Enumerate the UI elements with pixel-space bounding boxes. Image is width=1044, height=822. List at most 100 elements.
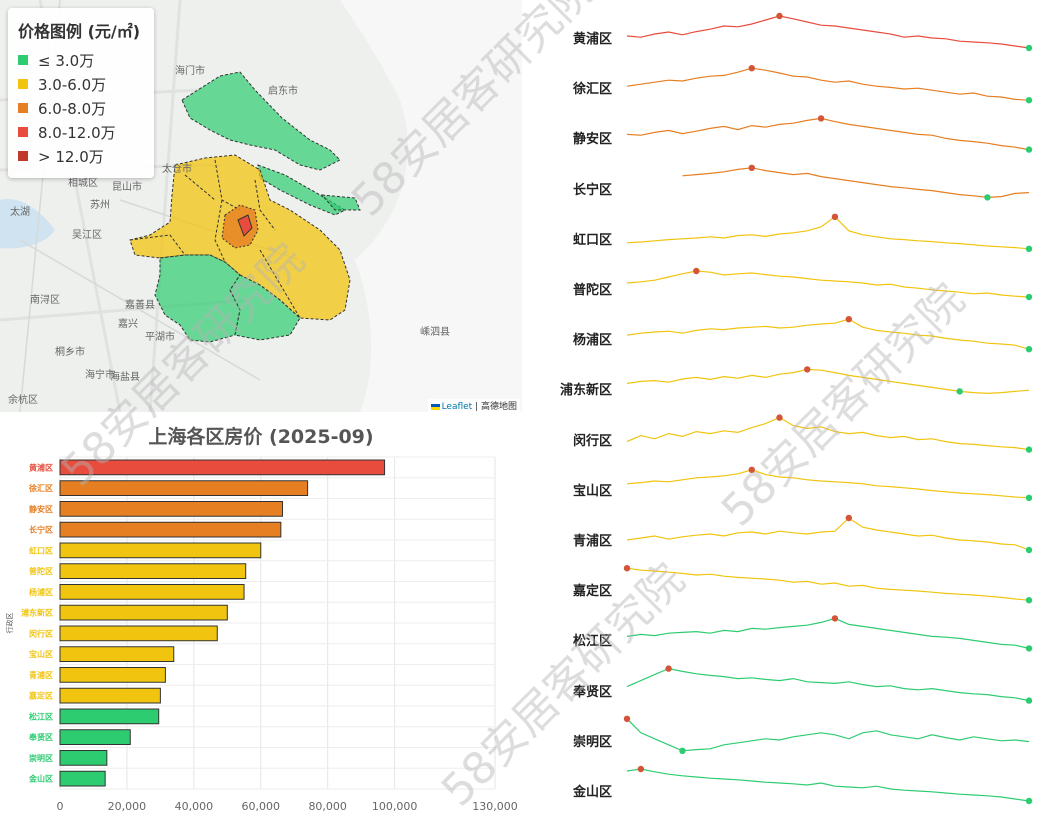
place-label: 嵊泗县	[420, 325, 450, 338]
bar[interactable]	[59, 563, 247, 579]
sparkline-label: 松江区	[572, 634, 612, 650]
leaflet-link[interactable]: Leaflet	[441, 402, 473, 412]
y-tick-label: 金山区	[28, 774, 53, 784]
district-chongming[interactable]	[181, 71, 341, 171]
x-tick-label: 40,000	[175, 800, 214, 813]
bar[interactable]	[59, 625, 218, 642]
district-changxing-island[interactable]	[257, 164, 347, 216]
sparkline-max-marker	[748, 65, 755, 72]
sparkline-max-marker	[665, 665, 672, 672]
sparkline-max-marker	[817, 115, 825, 122]
place-label: 太仓市	[162, 162, 192, 175]
legend-swatch	[18, 55, 28, 65]
bar[interactable]	[59, 667, 166, 683]
y-tick-label: 闵行区	[29, 628, 53, 638]
bar[interactable]	[59, 646, 175, 662]
place-label: 海门市	[175, 64, 205, 77]
sparkline-min-marker	[1025, 293, 1033, 301]
sparkline	[626, 216, 1030, 250]
x-tick-label: 80,000	[308, 800, 347, 813]
sparkline-max-marker	[845, 514, 852, 522]
map-place-labels: 海门市 启东市 太仓市 昆山市 苏州 相城区 吴江区 太湖 南浔区 嘉善县 嘉兴…	[8, 64, 450, 406]
legend-title: 价格图例 (元/㎡)	[18, 22, 141, 41]
x-tick-label: 100,000	[372, 800, 418, 813]
sparkline-label: 崇明区	[572, 734, 612, 750]
map-attribution: Leaflet | 高德地图	[427, 399, 520, 412]
sparkline-min-marker	[1025, 645, 1033, 652]
place-label: 太湖	[10, 205, 30, 218]
x-tick-label: 0	[57, 800, 64, 813]
place-label: 吴江区	[72, 229, 102, 241]
sparkline-max-marker	[831, 213, 839, 220]
y-tick-label: 浦东新区	[21, 608, 53, 618]
place-label: 海盐县	[110, 370, 140, 383]
bar[interactable]	[59, 687, 161, 704]
sparkline	[626, 469, 1030, 499]
bar[interactable]	[59, 604, 228, 621]
y-tick-label: 奉贤区	[28, 732, 53, 742]
sparkline	[626, 567, 1030, 601]
legend-item: ≤ 3.0万	[18, 48, 144, 72]
sparkline-label: 青浦区	[572, 534, 612, 549]
sparkline	[626, 667, 1030, 702]
legend-swatch	[18, 127, 28, 137]
y-tick-label: 崇明区	[29, 753, 53, 763]
y-tick-label: 普陀区	[29, 566, 53, 576]
bar[interactable]	[59, 708, 160, 725]
sparkline	[626, 368, 1030, 395]
sparkline-max-marker	[693, 267, 700, 275]
bar[interactable]	[59, 584, 245, 600]
place-label: 海宁市	[85, 368, 115, 381]
legend-item: > 12.0万	[18, 144, 144, 168]
legend-swatch	[18, 103, 28, 113]
place-label: 余杭区	[8, 393, 38, 406]
price-legend: 价格图例 (元/㎡) ≤ 3.0万 3.0-6.0万 6.0-8.0万 8.0-12.…	[8, 8, 154, 178]
sparkline-label: 静安区	[572, 132, 612, 148]
bar[interactable]	[59, 750, 108, 766]
attribution-source: 高德地图	[480, 402, 517, 412]
y-tick-label: 杨浦区	[29, 587, 53, 597]
bar[interactable]	[59, 521, 282, 538]
bar[interactable]	[59, 501, 284, 517]
district-huangpu[interactable]	[237, 214, 253, 237]
district-southeast-green[interactable]	[229, 274, 301, 341]
sparkline-min-marker	[1025, 97, 1033, 104]
sparkline-label: 宝山区	[572, 483, 612, 499]
sparkline-min-marker	[1025, 494, 1033, 501]
district-hengsha-island[interactable]	[320, 194, 361, 211]
sparkline-min-marker	[1025, 797, 1033, 805]
sparkline	[626, 517, 1030, 551]
sparkline	[626, 318, 1030, 350]
sparkline-min-marker	[1025, 597, 1033, 604]
sparkline	[626, 117, 1030, 151]
sparkline	[626, 617, 1030, 649]
place-label: 启东市	[268, 84, 298, 97]
legend-swatch	[18, 79, 28, 89]
sparkline	[626, 15, 1030, 49]
x-tick-label: 60,000	[242, 800, 281, 813]
bar-chart-title: 上海各区房价 (2025-09)	[148, 425, 373, 448]
place-label: 相城区	[68, 176, 98, 189]
bar[interactable]	[59, 542, 262, 559]
sparkline-max-marker	[623, 565, 631, 572]
sparkline-label: 闵行区	[572, 433, 612, 449]
sparkline-min-marker	[984, 194, 991, 201]
legend-item: 8.0-12.0万	[18, 120, 144, 144]
sparkline-min-marker	[1025, 346, 1033, 353]
sparkline-min-marker	[1025, 697, 1033, 704]
sparkline-label: 虹口区	[572, 232, 612, 248]
sparkline-label: 嘉定区	[572, 584, 612, 600]
sparkline-max-marker	[623, 715, 631, 722]
bar[interactable]	[59, 770, 106, 787]
map-canvas[interactable]: 海门市 启东市 太仓市 昆山市 苏州 相城区 吴江区 太湖 南浔区 嘉善县 嘉兴…	[0, 0, 522, 412]
bar[interactable]	[59, 480, 309, 496]
sparkline-label: 黄浦区	[572, 32, 612, 47]
sparkline	[626, 768, 1030, 802]
district-price-map[interactable]: 海门市 启东市 太仓市 昆山市 苏州 相城区 吴江区 太湖 南浔区 嘉善县 嘉兴…	[0, 0, 522, 412]
x-tick-label: 20,000	[108, 800, 147, 813]
sea-area	[340, 0, 522, 412]
bar[interactable]	[59, 729, 131, 745]
district-sparklines-panel: 黄浦区 徐汇区 静安区 长宁区 虹口区 普陀区 杨浦区 浦东新区 闵行区 宝山区 青浦区 嘉定区 松江区…	[522, 0, 1044, 822]
bar[interactable]	[59, 459, 386, 476]
legend-label: 3.0-6.0万	[38, 75, 107, 94]
